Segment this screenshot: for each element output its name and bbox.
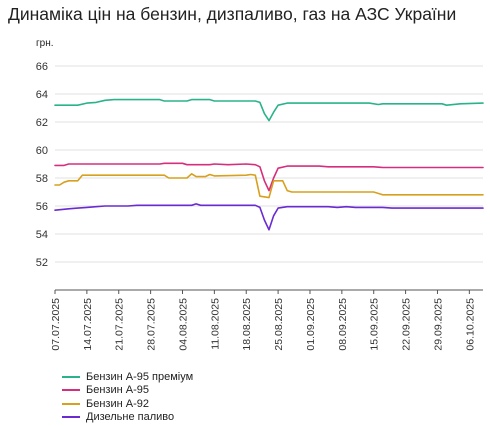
y-axis-ticks: 52 54 56 58 60 62 64 66 — [36, 61, 48, 269]
x-tick-label: 04.08.2025 — [177, 298, 189, 351]
chart-title: Динаміка цін на бензин, дизпаливо, газ н… — [8, 4, 457, 24]
legend-item: Бензин А-92 — [62, 397, 193, 411]
x-tick-label: 22.09.2025 — [401, 298, 413, 351]
x-axis-ticks: 07.07.2025 14.07.2025 21.07.2025 28.07.2025… — [50, 290, 476, 351]
legend-item: Дизельне паливо — [62, 411, 193, 425]
legend: Бензин А-95 преміум Бензин А-95 Бензин А… — [62, 370, 193, 424]
line-chart: 52 54 56 58 60 62 64 66 грн. 07.07.2025 14.07.20… — [36, 38, 484, 351]
legend-swatch — [62, 402, 80, 405]
x-tick-label: 08.09.2025 — [337, 298, 349, 351]
y-tick-label: 64 — [36, 89, 48, 101]
series-line — [54, 173, 484, 199]
y-tick-label: 56 — [36, 201, 48, 213]
x-tick-label: 15.09.2025 — [369, 298, 381, 351]
x-tick-label: 18.08.2025 — [241, 298, 253, 351]
y-tick-label: 58 — [36, 173, 48, 185]
series-line — [54, 98, 484, 122]
x-tick-label: 01.09.2025 — [305, 298, 317, 351]
y-tick-label: 60 — [36, 145, 48, 157]
legend-item: Бензин А-95 — [62, 384, 193, 398]
legend-label: Бензин А-92 — [86, 397, 149, 410]
y-axis-label: грн. — [36, 38, 54, 49]
x-tick-label: 28.07.2025 — [146, 298, 158, 351]
legend-label: Бензин А-95 — [86, 384, 149, 397]
y-tick-label: 66 — [36, 61, 48, 73]
x-tick-label: 29.09.2025 — [432, 298, 444, 351]
legend-swatch — [62, 375, 80, 378]
x-tick-label: 07.07.2025 — [50, 298, 62, 351]
x-tick-label: 06.10.2025 — [464, 298, 476, 351]
x-tick-label: 21.07.2025 — [114, 298, 126, 351]
series-layer — [54, 98, 484, 231]
legend-item: Бензин А-95 преміум — [62, 370, 193, 384]
series-line — [54, 162, 484, 192]
y-tick-label: 54 — [36, 229, 48, 241]
legend-swatch — [62, 389, 80, 392]
x-tick-label: 11.08.2025 — [209, 298, 221, 350]
y-tick-label: 52 — [36, 257, 48, 269]
x-tick-label: 14.07.2025 — [82, 298, 94, 351]
legend-label: Дизельне паливо — [86, 411, 175, 424]
x-tick-label: 25.08.2025 — [273, 298, 285, 351]
grid-layer — [55, 65, 483, 263]
legend-label: Бензин А-95 преміум — [86, 370, 194, 383]
legend-swatch — [62, 416, 80, 419]
series-line — [54, 203, 484, 231]
y-tick-label: 62 — [36, 117, 48, 129]
